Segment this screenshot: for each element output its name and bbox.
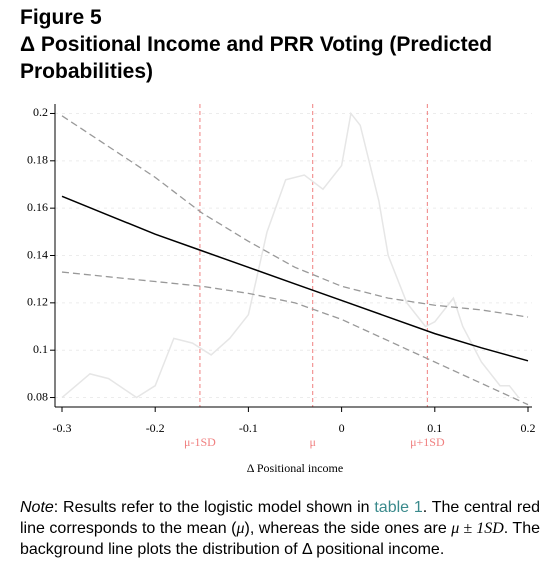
x-tick-label: -0.3 <box>53 421 72 435</box>
series-line <box>61 111 520 399</box>
note-symbol: μ ± 1SD <box>451 520 504 537</box>
x-tick-label: 0.1 <box>427 421 442 435</box>
reference-label: μ+1SD <box>410 435 445 449</box>
x-tick-label: 0.2 <box>521 421 536 435</box>
series-line <box>61 271 529 406</box>
series-line <box>61 195 529 362</box>
series-line <box>61 115 529 318</box>
y-tick-label: 0.16 <box>27 200 48 214</box>
note-text: . The background line plots the distribu… <box>20 520 541 558</box>
x-tick-label: -0.1 <box>239 421 258 435</box>
y-tick-label: 0.2 <box>33 105 48 119</box>
note: Note: Results refer to the logistic mode… <box>20 497 540 560</box>
y-tick-label: 0.14 <box>27 247 48 261</box>
y-tick-label: 0.12 <box>27 295 48 309</box>
note-text: ), whereas the side ones are <box>244 520 452 537</box>
note-text: : Results refer to the logistic model sh… <box>53 499 375 516</box>
note-text: . The central red line corresponds to th… <box>20 499 540 537</box>
chart: 0.08 0.1 0.12 0.14 0.16 0.18 0.2 -0.3 -0.2 -0.1 0 0… <box>27 104 536 475</box>
y-tick-label: 0.18 <box>27 153 48 167</box>
note-symbol: μ <box>236 520 245 537</box>
figure-title: Figure 5 <box>20 6 102 29</box>
x-tick-label: 0 <box>339 421 345 435</box>
figure-subtitle: Δ Positional Income and PRR Voting (Pred… <box>20 33 493 83</box>
table-link[interactable]: table 1 <box>374 499 423 516</box>
note-label: Note <box>20 499 54 516</box>
reference-label: μ-1SD <box>184 435 216 449</box>
header: Figure 5 Δ Positional Income and PRR Vot… <box>20 4 545 85</box>
x-tick-label: -0.2 <box>146 421 165 435</box>
x-axis-label: Δ Positional income <box>247 461 343 475</box>
reference-label: μ <box>309 435 315 449</box>
y-tick-label: 0.1 <box>33 342 48 356</box>
y-tick-label: 0.08 <box>27 389 48 403</box>
